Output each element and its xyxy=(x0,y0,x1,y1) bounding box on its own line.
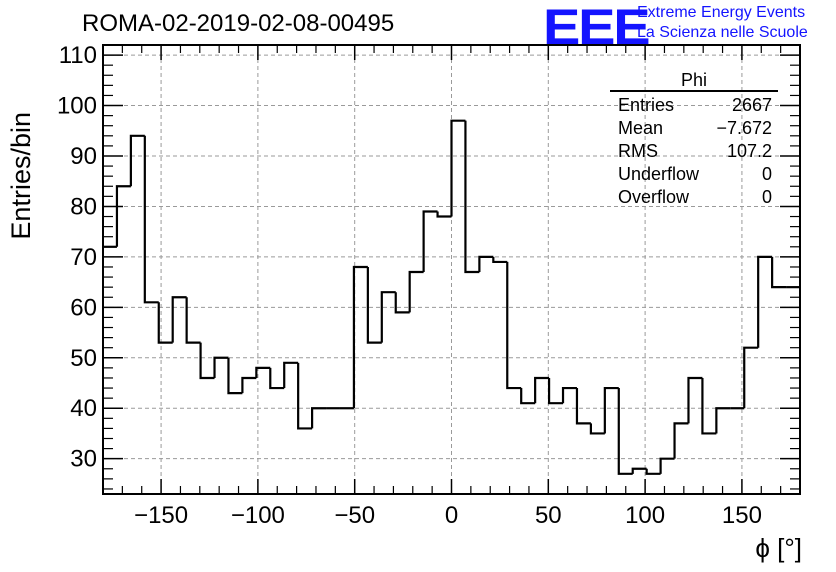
histogram-bin xyxy=(171,296,187,343)
histogram-bin xyxy=(520,388,536,405)
histogram-bin xyxy=(213,356,229,378)
histogram-bin xyxy=(422,210,438,273)
stats-box-title: Phi xyxy=(610,70,778,92)
histogram-bin xyxy=(255,366,271,378)
histogram-bin xyxy=(380,291,396,343)
histogram-bin xyxy=(311,407,327,429)
stats-label: Entries xyxy=(618,95,675,115)
stats-label: Mean xyxy=(618,118,664,138)
histogram-bin xyxy=(283,361,299,389)
histogram-bin xyxy=(771,256,787,289)
histogram-bin xyxy=(673,422,689,459)
histogram-bin xyxy=(157,302,173,344)
x-tick-label: −150 xyxy=(134,502,188,529)
histogram-bin xyxy=(715,407,731,434)
histogram-bin xyxy=(561,386,577,404)
histogram-bin xyxy=(589,423,605,435)
histogram-bin xyxy=(492,256,508,264)
y-tick-label: 40 xyxy=(70,395,97,422)
histogram-bin xyxy=(687,376,703,424)
y-axis-label: Entries/bin xyxy=(6,112,36,240)
stats-value: 0 xyxy=(761,187,772,207)
histogram-bin xyxy=(743,346,759,409)
stats-row-mean: Mean −7.672 xyxy=(610,117,778,140)
x-tick-label: −50 xyxy=(334,502,375,529)
histogram-bin xyxy=(394,292,410,314)
histogram-bin xyxy=(547,377,564,405)
y-tick-label: 100 xyxy=(57,93,97,120)
x-axis-label: ϕ [°] xyxy=(755,533,802,563)
histogram-bin xyxy=(464,120,480,274)
histogram-bin xyxy=(408,270,424,313)
y-tick-label: 60 xyxy=(70,294,97,321)
histogram-bin xyxy=(450,119,466,217)
stats-value: 2667 xyxy=(731,95,772,115)
stats-row-entries: Entries 2667 xyxy=(610,94,778,117)
logo-caption-line2: La Scienza nelle Scuole xyxy=(637,24,808,41)
stats-label: Underflow xyxy=(618,164,700,184)
grid-lines xyxy=(103,45,800,494)
stats-row-rms: RMS 107.2 xyxy=(610,140,778,163)
logo-caption-line1: Extreme Energy Events xyxy=(637,4,806,21)
y-tick-label: 70 xyxy=(70,244,97,271)
eee-logo: EEE xyxy=(543,0,651,55)
x-tick-label: −100 xyxy=(231,502,285,529)
histogram-bin xyxy=(115,185,131,247)
stats-value: 0 xyxy=(761,164,772,184)
stats-row-underflow: Underflow 0 xyxy=(610,163,778,186)
histogram-bin xyxy=(659,457,675,474)
histogram-series xyxy=(103,119,800,475)
histogram-bin xyxy=(269,367,285,390)
histogram-bin xyxy=(631,467,647,474)
histogram-bin xyxy=(534,376,550,404)
stats-box: Phi Entries 2667 Mean −7.672 RMS 107.2 U… xyxy=(610,70,778,209)
stats-label: RMS xyxy=(618,141,658,161)
histogram-bin xyxy=(297,362,313,430)
histogram-bin xyxy=(199,342,215,380)
y-tick-label: 110 xyxy=(59,42,97,69)
histogram-bin xyxy=(617,388,633,475)
y-tick-label: 30 xyxy=(70,446,97,473)
stats-label: Overflow xyxy=(618,187,690,207)
x-tick-label: 100 xyxy=(625,502,665,529)
stats-value: 107.2 xyxy=(726,141,772,161)
histogram-bin xyxy=(478,255,494,273)
y-tick-label: 50 xyxy=(70,345,97,372)
histogram-bin xyxy=(506,261,522,390)
logo-caption: Extreme Energy Events La Scienza nelle S… xyxy=(637,3,808,43)
stats-row-overflow: Overflow 0 xyxy=(610,186,778,209)
histogram-bin xyxy=(366,266,382,344)
histogram-bin xyxy=(603,386,619,434)
histogram-bin xyxy=(143,135,159,304)
x-tick-label: 0 xyxy=(445,502,458,529)
histogram-bin xyxy=(185,297,201,344)
histogram-bin xyxy=(129,134,145,187)
histogram-bin xyxy=(701,377,717,435)
x-tick-label: 150 xyxy=(722,502,762,529)
y-tick-label: 90 xyxy=(70,143,97,170)
histogram-bin xyxy=(436,211,452,218)
histogram-bin xyxy=(352,265,368,409)
histogram-bin xyxy=(227,357,243,395)
chart-title: ROMA-02-2019-02-08-00495 xyxy=(82,10,395,37)
x-tick-label: 50 xyxy=(535,502,562,529)
histogram-bin xyxy=(575,388,591,425)
histogram-bin xyxy=(241,376,257,394)
axis-ticks xyxy=(102,44,801,494)
stats-value: −7.672 xyxy=(716,118,772,138)
axis-tick-labels: −150 −100 −50 0 50 100 150 30 40 50 60 70 80 90 100 110 xyxy=(57,42,762,529)
histogram-bin xyxy=(757,255,773,348)
y-tick-label: 80 xyxy=(70,193,97,220)
histogram-bin xyxy=(645,468,661,475)
